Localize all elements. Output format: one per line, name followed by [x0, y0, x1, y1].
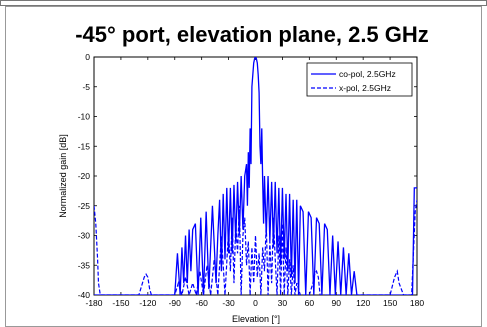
x-tick-label: 150 [383, 298, 397, 308]
x-axis-label: Elevation [°] [232, 314, 280, 324]
y-tick-label: -30 [78, 231, 91, 241]
x-tick-label: 30 [278, 298, 288, 308]
legend-box [306, 62, 413, 97]
series-line-x-pol [94, 199, 417, 295]
x-tick-label: -60 [196, 298, 209, 308]
x-tick-label: 60 [305, 298, 315, 308]
y-tick-label: -35 [78, 260, 91, 270]
y-tick-label: 0 [85, 52, 90, 62]
chart-title: -45° port, elevation plane, 2.5 GHz [75, 22, 429, 47]
x-tick-label: 90 [332, 298, 342, 308]
y-tick-label: -25 [78, 201, 91, 211]
x-tick-label: 180 [410, 298, 424, 308]
legend-label-x-pol: x-pol, 2.5GHz [339, 83, 391, 93]
x-tick-label: -150 [112, 298, 129, 308]
tick-labels-layer: -180 -150 -120 -90 -60 -30 0 30 60 90 120 150 180 0 -5… [78, 52, 425, 308]
y-tick-label: -40 [78, 290, 91, 300]
x-tick-label: -30 [222, 298, 235, 308]
y-tick-label: -5 [82, 82, 90, 92]
x-tick-label: 120 [356, 298, 370, 308]
y-tick-label: -10 [78, 112, 91, 122]
x-tick-label: -90 [169, 298, 182, 308]
series-line-co-pol [94, 57, 417, 295]
x-tick-label: -180 [85, 298, 102, 308]
y-axis-label: Normalized gain [dB] [58, 134, 68, 218]
legend-label-co-pol: co-pol, 2.5GHz [339, 69, 396, 79]
series-layer [94, 57, 417, 295]
y-tick-label: -20 [78, 171, 91, 181]
x-tick-label: 0 [253, 298, 258, 308]
top-border-strip [0, 0, 487, 6]
legend: co-pol, 2.5GHz x-pol, 2.5GHz [306, 62, 413, 97]
y-tick-label: -15 [78, 141, 91, 151]
x-tick-label: -120 [139, 298, 156, 308]
